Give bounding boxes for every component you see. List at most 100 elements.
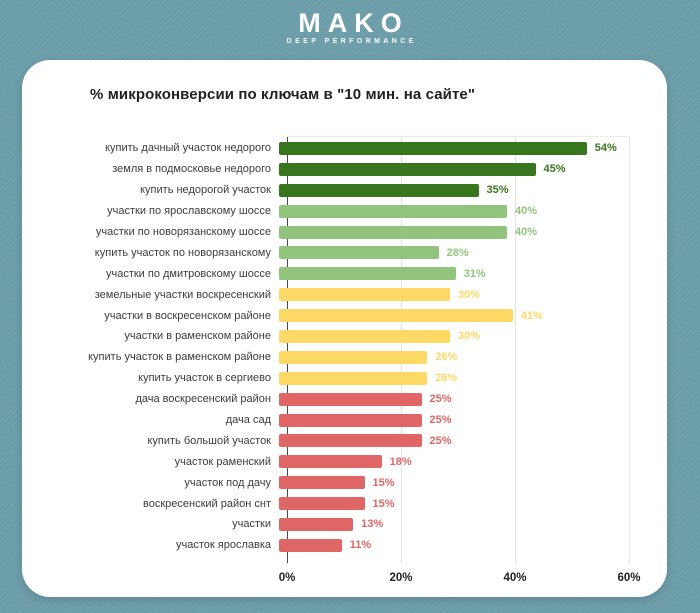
bar [279, 204, 507, 218]
logo-tagline-text: DEEP PERFORMANCE [286, 38, 417, 45]
value-label: 25% [429, 434, 452, 447]
value-label: 18% [389, 455, 412, 468]
bar-track: 15% [279, 476, 659, 490]
chart-row: участок под дачу 15% [22, 472, 667, 493]
chart-row: купить дачный участок недорого 54% [22, 138, 667, 159]
chart-row: участки по дмитровскому шоссе 31% [22, 263, 667, 284]
bar-track: 26% [279, 371, 659, 385]
bar [279, 183, 479, 197]
value-label: 28% [446, 246, 469, 259]
chart-row: участки в воскресенском районе 41% [22, 305, 667, 326]
category-label: участки в раменском районе [124, 330, 271, 343]
bar-chart: купить дачный участок недорого 54% земля в… [22, 136, 667, 584]
chart-row: земля в подмосковье недорого 45% [22, 159, 667, 180]
bar-track: 30% [279, 329, 659, 343]
chart-row: купить участок в сергиево 26% [22, 368, 667, 389]
bar-track: 18% [279, 455, 659, 469]
chart-row: купить недорогой участок 35% [22, 180, 667, 201]
category-label: купить недорогой участок [140, 184, 271, 197]
chart-row: воскресенский район снт 15% [22, 493, 667, 514]
category-label: купить большой участок [147, 434, 271, 447]
bar [279, 434, 422, 448]
bar [279, 476, 365, 490]
chart-row: дача воскресенский район 25% [22, 389, 667, 410]
category-label: участки по дмитровскому шоссе [105, 267, 271, 280]
bar-track: 28% [279, 246, 659, 260]
chart-card: % микроконверсии по ключам в "10 мин. на… [22, 60, 667, 597]
chart-row: участки по новорязанскому шоссе 40% [22, 222, 667, 243]
value-label: 54% [594, 142, 617, 155]
chart-row: купить участок по новорязанскому 28% [22, 242, 667, 263]
bar-track: 30% [279, 288, 659, 302]
bar [279, 309, 513, 323]
category-label: участки по новорязанскому шоссе [95, 226, 271, 238]
bar-track: 45% [279, 162, 659, 176]
bar-track: 40% [279, 225, 659, 239]
bar [279, 225, 507, 239]
x-tick-label: 40% [503, 572, 527, 584]
logo-brand-text: MAKO [298, 8, 409, 38]
chart-row: купить участок в раменском районе 26% [22, 347, 667, 368]
bar [279, 413, 422, 427]
gridlines [287, 136, 630, 563]
category-label: участки в воскресенском районе [104, 309, 271, 322]
bar-track: 35% [279, 183, 659, 197]
bar [279, 246, 439, 260]
category-label: земельные участки воскресенский [94, 288, 271, 301]
chart-row: участок раменский 18% [22, 451, 667, 472]
bar [279, 455, 382, 469]
bar-track: 54% [279, 141, 659, 155]
value-label: 30% [458, 330, 481, 343]
bar-track: 26% [279, 350, 659, 364]
category-label: воскресенский район снт [143, 497, 271, 510]
value-label: 25% [429, 393, 452, 406]
value-label: 35% [486, 184, 509, 197]
category-label: земля в подмосковье недорого [112, 163, 271, 176]
bar [279, 288, 450, 302]
chart-row: участки 13% [22, 514, 667, 535]
bar [279, 350, 428, 364]
bar [279, 329, 450, 343]
value-label: 11% [349, 539, 372, 552]
value-label: 30% [458, 288, 481, 301]
category-label: купить дачный участок недорого [105, 142, 271, 155]
bar [279, 267, 456, 281]
gridline [515, 137, 516, 563]
x-tick-label: 0% [278, 572, 296, 584]
value-label: 45% [543, 163, 566, 176]
mako-logo: MAKO DEEP PERFORMANCE [0, 9, 700, 45]
bar-track: 25% [279, 434, 659, 448]
bar-track: 11% [279, 538, 659, 552]
value-label: 15% [372, 476, 395, 489]
chart-title: % микроконверсии по ключам в "10 мин. на… [90, 86, 476, 103]
category-label: участки по ярославскому шоссе [107, 205, 271, 218]
category-label: участки [232, 518, 271, 531]
value-label: 31% [463, 267, 486, 280]
bar [279, 141, 587, 155]
chart-row: участки по ярославскому шоссе 40% [22, 201, 667, 222]
value-label: 40% [515, 226, 538, 238]
category-label: участок ярославка [176, 539, 271, 552]
bar-track: 31% [279, 267, 659, 281]
x-tick-label: 20% [389, 572, 413, 584]
bar [279, 162, 536, 176]
bar-track: 41% [279, 309, 659, 323]
value-label: 25% [429, 414, 452, 427]
bar [279, 371, 428, 385]
gridline [401, 137, 402, 563]
bar [279, 497, 365, 511]
value-label: 40% [515, 205, 538, 218]
chart-rows: купить дачный участок недорого 54% земля в… [22, 138, 667, 556]
chart-row: купить большой участок 25% [22, 430, 667, 451]
bar [279, 538, 342, 552]
y-axis-line [287, 137, 288, 563]
chart-row: участки в раменском районе 30% [22, 326, 667, 347]
category-label: купить участок в сергиево [138, 372, 271, 385]
value-label: 41% [520, 309, 543, 322]
category-label: дача сад [225, 414, 271, 427]
chart-row: земельные участки воскресенский 30% [22, 284, 667, 305]
x-tick-label: 60% [617, 572, 641, 584]
bar-track: 40% [279, 204, 659, 218]
gridline [629, 137, 630, 563]
